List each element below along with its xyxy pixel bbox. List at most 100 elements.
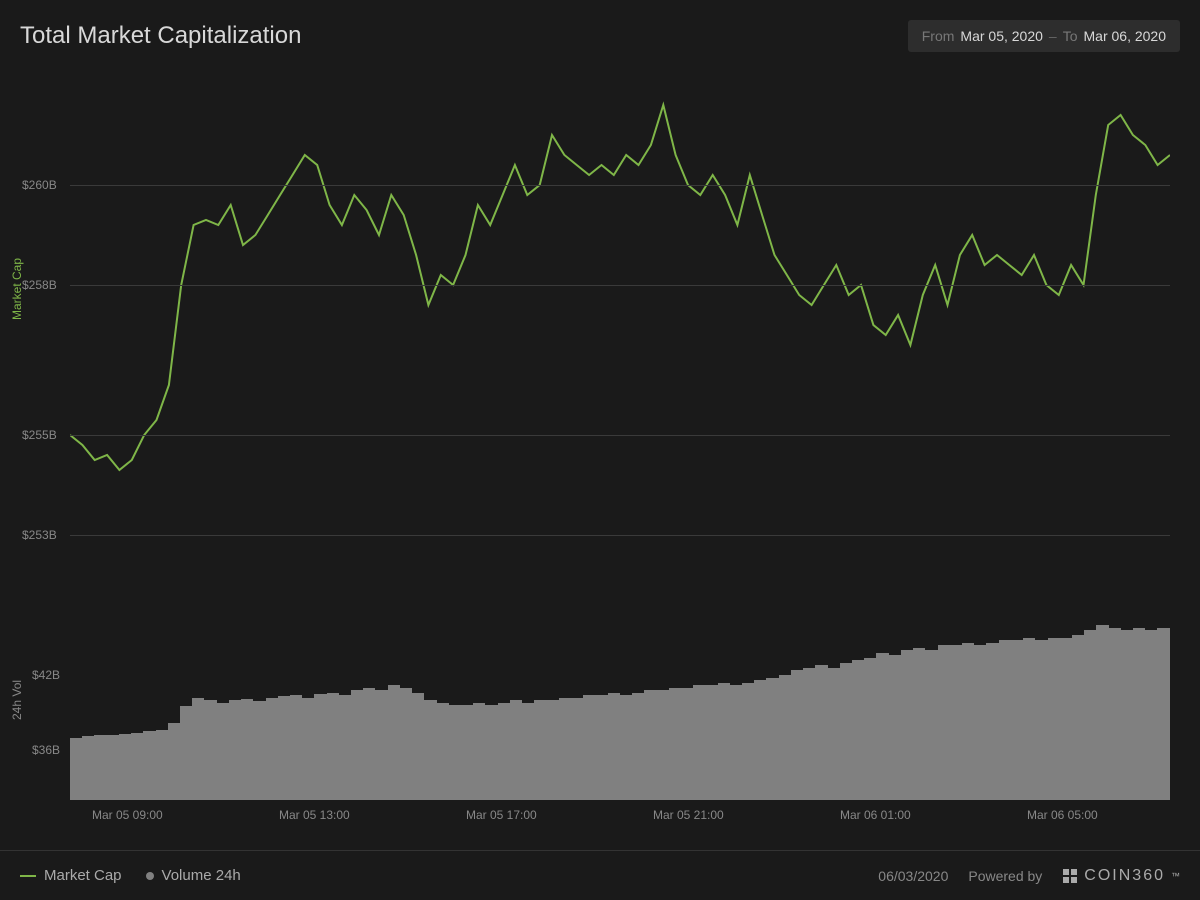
volume-bar xyxy=(143,731,155,800)
vol-y-tick-label: $42B xyxy=(32,668,60,682)
gridline xyxy=(70,535,1170,536)
y-tick-label: $253B xyxy=(22,528,57,542)
y-tick-label: $255B xyxy=(22,428,57,442)
brand-logo[interactable]: COIN360™ xyxy=(1062,867,1180,885)
header: Total Market Capitalization From Mar 05,… xyxy=(0,0,1200,62)
gridline xyxy=(70,285,1170,286)
gridline xyxy=(70,435,1170,436)
volume-bar xyxy=(107,735,119,800)
volume-bar xyxy=(828,668,840,801)
volume-bar xyxy=(1121,630,1133,800)
volume-bar xyxy=(1084,630,1096,800)
volume-bar xyxy=(1023,638,1035,801)
legend-marketcap-swatch xyxy=(20,875,36,877)
volume-bar xyxy=(314,694,326,800)
volume-bar xyxy=(400,688,412,801)
volume-bar xyxy=(375,690,387,800)
volume-bar xyxy=(779,675,791,800)
legend-marketcap[interactable]: Market Cap xyxy=(20,867,122,884)
volume-bars xyxy=(70,600,1170,800)
volume-bar xyxy=(229,700,241,800)
volume-bar xyxy=(1011,640,1023,800)
volume-bar xyxy=(864,658,876,801)
volume-bar xyxy=(583,695,595,800)
volume-bar xyxy=(217,703,229,801)
volume-bar xyxy=(290,695,302,800)
legend-volume-swatch xyxy=(146,872,154,880)
x-tick-label: Mar 05 13:00 xyxy=(279,808,350,822)
volume-bar xyxy=(388,685,400,800)
volume-bar xyxy=(339,695,351,800)
volume-bar xyxy=(424,700,436,800)
volume-bar xyxy=(461,705,473,800)
volume-bar xyxy=(766,678,778,801)
volume-bar xyxy=(449,705,461,800)
volume-bar xyxy=(876,653,888,801)
volume-bar xyxy=(266,698,278,801)
legend: Market Cap Volume 24h xyxy=(20,867,241,884)
volume-bar xyxy=(999,640,1011,800)
volume-bar xyxy=(950,645,962,800)
volume-y-axis-label: 24h Vol xyxy=(10,680,24,720)
volume-bar xyxy=(351,690,363,800)
to-date[interactable]: Mar 06, 2020 xyxy=(1084,28,1167,44)
date-separator: – xyxy=(1049,28,1057,44)
brand-icon xyxy=(1062,868,1078,884)
volume-bar xyxy=(901,650,913,800)
volume-chart[interactable]: $42B$36B xyxy=(70,600,1170,800)
volume-bar xyxy=(510,700,522,800)
volume-bar xyxy=(718,683,730,801)
legend-volume[interactable]: Volume 24h xyxy=(146,867,241,884)
powered-by-label: Powered by xyxy=(968,868,1042,884)
volume-bar xyxy=(938,645,950,800)
volume-bar xyxy=(156,730,168,800)
page-title: Total Market Capitalization xyxy=(20,22,301,50)
legend-marketcap-label: Market Cap xyxy=(44,867,122,884)
from-label: From xyxy=(922,28,955,44)
volume-bar xyxy=(1035,640,1047,800)
footer-right: 06/03/2020 Powered by COIN360™ xyxy=(878,867,1180,885)
volume-bar xyxy=(559,698,571,801)
x-tick-label: Mar 05 17:00 xyxy=(466,808,537,822)
volume-bar xyxy=(204,700,216,800)
volume-bar xyxy=(363,688,375,801)
volume-bar xyxy=(632,693,644,801)
volume-bar xyxy=(925,650,937,800)
volume-bar xyxy=(192,698,204,801)
volume-bar xyxy=(534,700,546,800)
volume-bar xyxy=(131,733,143,801)
x-axis: Mar 05 09:00Mar 05 13:00Mar 05 17:00Mar … xyxy=(70,808,1170,828)
volume-bar xyxy=(412,693,424,801)
volume-bar xyxy=(1060,638,1072,801)
volume-bar xyxy=(278,696,290,800)
volume-bar xyxy=(791,670,803,800)
vol-y-tick-label: $36B xyxy=(32,743,60,757)
volume-bar xyxy=(889,655,901,800)
volume-bar xyxy=(974,645,986,800)
gridline xyxy=(70,185,1170,186)
date-range-picker[interactable]: From Mar 05, 2020 – To Mar 06, 2020 xyxy=(908,20,1180,52)
volume-bar xyxy=(986,643,998,801)
volume-bar xyxy=(852,660,864,800)
volume-bar xyxy=(1048,638,1060,801)
volume-bar xyxy=(693,685,705,800)
volume-bar xyxy=(913,648,925,801)
from-date[interactable]: Mar 05, 2020 xyxy=(960,28,1043,44)
volume-bar xyxy=(644,690,656,800)
volume-bar xyxy=(1133,628,1145,801)
volume-bar xyxy=(1109,628,1121,801)
volume-bar xyxy=(94,735,106,800)
volume-bar xyxy=(473,703,485,801)
marketcap-chart[interactable]: $260B$258B$255B$253B xyxy=(70,85,1170,585)
volume-bar xyxy=(1145,630,1157,800)
legend-volume-label: Volume 24h xyxy=(162,867,241,884)
volume-bar xyxy=(547,700,559,800)
footer-date: 06/03/2020 xyxy=(878,868,948,884)
volume-bar xyxy=(657,690,669,800)
volume-bar xyxy=(119,734,131,800)
volume-bar xyxy=(595,695,607,800)
volume-bar xyxy=(168,723,180,801)
x-tick-label: Mar 06 01:00 xyxy=(840,808,911,822)
volume-bar xyxy=(803,668,815,801)
volume-bar xyxy=(705,685,717,800)
